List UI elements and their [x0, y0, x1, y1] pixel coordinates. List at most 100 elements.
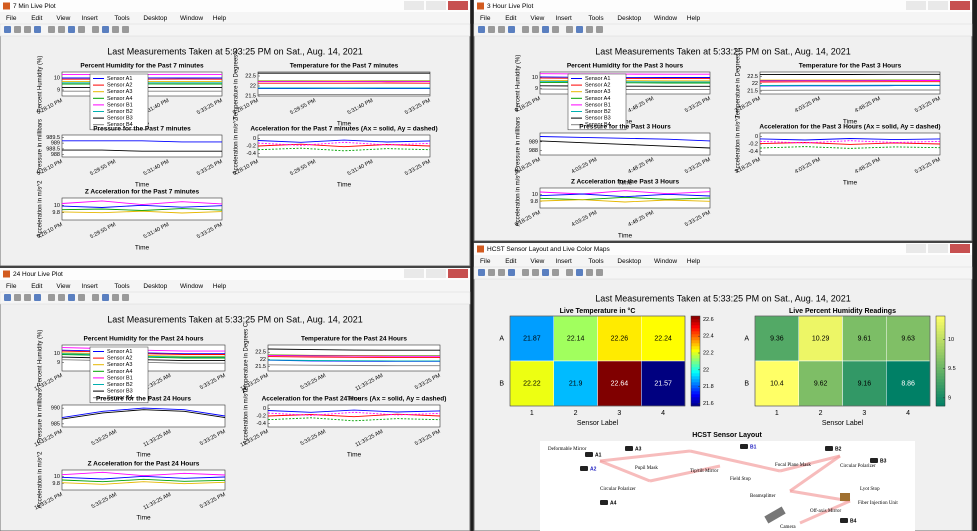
menu-item[interactable]: File	[6, 283, 17, 290]
toolbar-button[interactable]	[24, 294, 31, 301]
window-button[interactable]	[426, 269, 446, 278]
toolbar-button[interactable]	[102, 294, 109, 301]
toolbar-button[interactable]	[532, 269, 539, 276]
menu-item[interactable]: Help	[687, 258, 701, 265]
column-label: 3	[617, 410, 621, 417]
toolbar-button[interactable]	[488, 26, 495, 33]
toolbar-button[interactable]	[498, 26, 505, 33]
menu-item[interactable]: Window	[180, 15, 203, 22]
menu-item[interactable]: Insert	[82, 283, 98, 290]
legend-label: Sensor A3	[585, 89, 610, 95]
toolbar-button[interactable]	[586, 269, 593, 276]
toolbar-button[interactable]	[24, 26, 31, 33]
toolbar-button[interactable]	[48, 294, 55, 301]
menu-item[interactable]: View	[530, 15, 544, 22]
menu-item[interactable]: Help	[213, 283, 227, 290]
toolbar-button[interactable]	[14, 26, 21, 33]
toolbar-button[interactable]	[566, 26, 573, 33]
toolbar-button[interactable]	[112, 294, 119, 301]
toolbar-button[interactable]	[92, 294, 99, 301]
toolbar-button[interactable]	[542, 26, 549, 33]
toolbar-button[interactable]	[68, 26, 75, 33]
beam	[599, 449, 691, 463]
menu-item[interactable]: Help	[213, 15, 227, 22]
toolbar-button[interactable]	[596, 269, 603, 276]
window-button[interactable]	[928, 1, 948, 10]
menu-item[interactable]: Tools	[114, 283, 130, 290]
menu-item[interactable]: Help	[687, 15, 701, 22]
toolbar-button[interactable]	[14, 294, 21, 301]
window-button[interactable]	[906, 244, 926, 253]
menu-item[interactable]: File	[480, 15, 491, 22]
menu-item[interactable]: Desktop	[617, 15, 641, 22]
menu-item[interactable]: Insert	[556, 15, 572, 22]
toolbar-button[interactable]	[68, 294, 75, 301]
toolbar-button[interactable]	[122, 26, 129, 33]
window-button[interactable]	[950, 1, 970, 10]
toolbar-button[interactable]	[586, 26, 593, 33]
window-button[interactable]	[928, 244, 948, 253]
toolbar-button[interactable]	[78, 26, 85, 33]
menu-item[interactable]: Desktop	[143, 15, 167, 22]
menu-item[interactable]: Insert	[82, 15, 98, 22]
menu-item[interactable]: Window	[180, 283, 203, 290]
menu-item[interactable]: File	[480, 258, 491, 265]
toolbar-button[interactable]	[542, 269, 549, 276]
toolbar-button[interactable]	[552, 269, 559, 276]
menu-item[interactable]: Tools	[114, 15, 130, 22]
toolbar-button[interactable]	[478, 26, 485, 33]
window-button[interactable]	[448, 1, 468, 10]
legend-label: Sensor A3	[107, 362, 132, 368]
menu-item[interactable]: View	[56, 15, 70, 22]
menu-item[interactable]: Desktop	[143, 283, 167, 290]
window-button[interactable]	[404, 1, 424, 10]
toolbar-button[interactable]	[112, 26, 119, 33]
menu-item[interactable]: Tools	[588, 15, 604, 22]
menu-item[interactable]: File	[6, 15, 17, 22]
series-line	[759, 142, 941, 145]
toolbar-button[interactable]	[566, 269, 573, 276]
toolbar-button[interactable]	[488, 269, 495, 276]
window-button[interactable]	[906, 1, 926, 10]
toolbar-button[interactable]	[576, 26, 583, 33]
toolbar-button[interactable]	[552, 26, 559, 33]
toolbar-button[interactable]	[122, 294, 129, 301]
window-button[interactable]	[426, 1, 446, 10]
window-button[interactable]	[404, 269, 424, 278]
menu-item[interactable]: View	[530, 258, 544, 265]
toolbar-button[interactable]	[576, 269, 583, 276]
toolbar-button[interactable]	[508, 269, 515, 276]
toolbar-button[interactable]	[58, 294, 65, 301]
toolbar-button[interactable]	[498, 269, 505, 276]
toolbar-button[interactable]	[34, 294, 41, 301]
window-button[interactable]	[950, 244, 970, 253]
toolbar-button[interactable]	[596, 26, 603, 33]
menu-item[interactable]: Edit	[31, 283, 42, 290]
menu-item[interactable]: View	[56, 283, 70, 290]
sensor-label: B4	[850, 518, 857, 524]
menu-item[interactable]: Edit	[31, 15, 42, 22]
toolbar-button[interactable]	[4, 26, 11, 33]
menu-item[interactable]: Tools	[588, 258, 604, 265]
toolbar-button[interactable]	[78, 294, 85, 301]
x-axis-label: Time	[337, 121, 352, 128]
window-button[interactable]	[448, 269, 468, 278]
menu-item[interactable]: Window	[654, 258, 677, 265]
toolbar-button[interactable]	[58, 26, 65, 33]
y-axis-label: Percent Humidity (%)	[38, 330, 44, 387]
menu-item[interactable]: Edit	[505, 15, 516, 22]
menu-item[interactable]: Desktop	[617, 258, 641, 265]
toolbar-button[interactable]	[522, 269, 529, 276]
menu-item[interactable]: Edit	[505, 258, 516, 265]
toolbar-button[interactable]	[92, 26, 99, 33]
toolbar-button[interactable]	[532, 26, 539, 33]
toolbar-button[interactable]	[102, 26, 109, 33]
toolbar-button[interactable]	[478, 269, 485, 276]
toolbar-button[interactable]	[508, 26, 515, 33]
toolbar-button[interactable]	[34, 26, 41, 33]
toolbar-button[interactable]	[48, 26, 55, 33]
toolbar-button[interactable]	[522, 26, 529, 33]
menu-item[interactable]: Window	[654, 15, 677, 22]
menu-item[interactable]: Insert	[556, 258, 572, 265]
toolbar-button[interactable]	[4, 294, 11, 301]
